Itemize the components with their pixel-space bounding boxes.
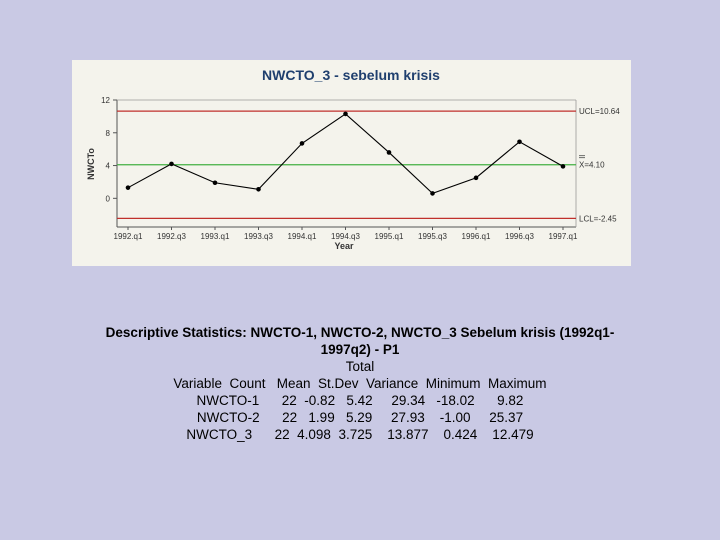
y-tick-label: 4 xyxy=(106,162,111,171)
series-line xyxy=(127,113,564,195)
y-axis-label: NWCTo xyxy=(86,148,96,180)
y-tick-label: 8 xyxy=(106,129,111,138)
stats-row-nwcto-1: NWCTO-1 22 -0.82 5.42 29.34 -18.02 9.82 xyxy=(196,393,524,408)
x-tick-label: 1997.q1 xyxy=(549,232,578,241)
x-tick-label: 1996.q1 xyxy=(462,232,491,241)
lcl-label: LCL=-2.45 xyxy=(579,214,617,223)
x-tick-label: 1993.q1 xyxy=(201,232,230,241)
x-tick-label: 1992.q3 xyxy=(157,232,186,241)
x-tick-label: 1993.q3 xyxy=(244,232,273,241)
stats-header-row: Variable Count Mean St.Dev Variance Mini… xyxy=(173,376,547,391)
data-point xyxy=(343,111,348,117)
center-line-label: X=4.10 xyxy=(579,161,605,170)
data-point xyxy=(212,180,218,186)
data-point xyxy=(560,164,566,169)
data-point xyxy=(256,187,261,192)
data-point xyxy=(386,150,392,155)
data-point xyxy=(125,185,131,190)
x-tick-label: 1995.q1 xyxy=(375,232,404,241)
stats-row-nwcto-2: NWCTO-2 22 1.99 5.29 27.93 -1.00 25.37 xyxy=(196,410,524,425)
stats-row-nwcto-3: NWCTO_3 22 4.098 3.725 13.877 0.424 12.4… xyxy=(186,427,534,442)
control-chart-panel: NWCTO_3 - sebelum krisis 0 4 8 12 1992.q1 1992… xyxy=(72,60,631,266)
y-tick-label: 12 xyxy=(101,96,110,105)
stats-title-line-1: Descriptive Statistics: NWCTO-1, NWCTO-2… xyxy=(105,325,615,340)
x-tick-label: 1994.q1 xyxy=(288,232,317,241)
data-point xyxy=(169,161,174,167)
data-point xyxy=(473,175,479,181)
control-chart: NWCTO_3 - sebelum krisis 0 4 8 12 1992.q1 1992… xyxy=(86,67,620,251)
x-tick-label: 1994.q3 xyxy=(331,232,360,241)
data-point xyxy=(430,191,435,196)
x-tick-label: 1995.q3 xyxy=(418,232,447,241)
chart-title: NWCTO_3 - sebelum krisis xyxy=(262,67,440,83)
ucl-label: UCL=10.64 xyxy=(579,107,620,116)
x-tick-label: 1996.q3 xyxy=(505,232,534,241)
descriptive-statistics: Descriptive Statistics: NWCTO-1, NWCTO-2… xyxy=(70,324,650,443)
x-tick-label: 1992.q1 xyxy=(114,232,143,241)
data-point xyxy=(299,141,305,146)
y-tick-label: 0 xyxy=(106,194,111,203)
data-point xyxy=(517,139,522,145)
x-axis-label: Year xyxy=(334,241,354,251)
stats-title-line-2: 1997q2) - P1 xyxy=(320,342,400,357)
stats-total-label: Total xyxy=(345,359,375,374)
